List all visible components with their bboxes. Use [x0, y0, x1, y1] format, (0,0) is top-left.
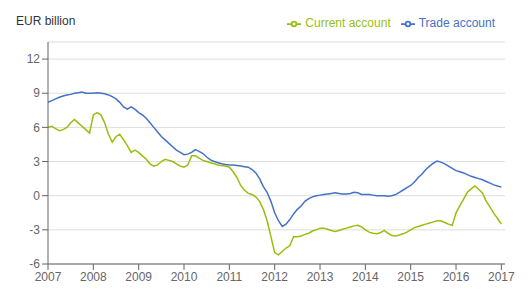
svg-text:2017: 2017	[488, 270, 515, 284]
svg-text:2012: 2012	[261, 270, 288, 284]
svg-text:3: 3	[33, 155, 40, 169]
svg-text:-6: -6	[29, 257, 40, 271]
svg-text:-3: -3	[29, 223, 40, 237]
html-text:Trade account: Trade account	[418, 16, 495, 30]
svg-text:2010: 2010	[171, 270, 198, 284]
svg-text:2011: 2011	[216, 270, 242, 284]
svg-text:2014: 2014	[352, 270, 379, 284]
svg-text:2015: 2015	[397, 270, 424, 284]
svg-text:2016: 2016	[443, 270, 470, 284]
svg-text:2008: 2008	[80, 270, 107, 284]
svg-text:0: 0	[33, 189, 40, 203]
svg-text:2007: 2007	[35, 270, 62, 284]
html-text:EUR billion: EUR billion	[16, 14, 76, 28]
svg-text:9: 9	[33, 86, 40, 100]
svg-text:12: 12	[27, 52, 41, 66]
html-text:Current account: Current account	[305, 16, 391, 30]
svg-text:2013: 2013	[307, 270, 334, 284]
svg-text:6: 6	[33, 121, 40, 135]
svg-text:2009: 2009	[125, 270, 152, 284]
